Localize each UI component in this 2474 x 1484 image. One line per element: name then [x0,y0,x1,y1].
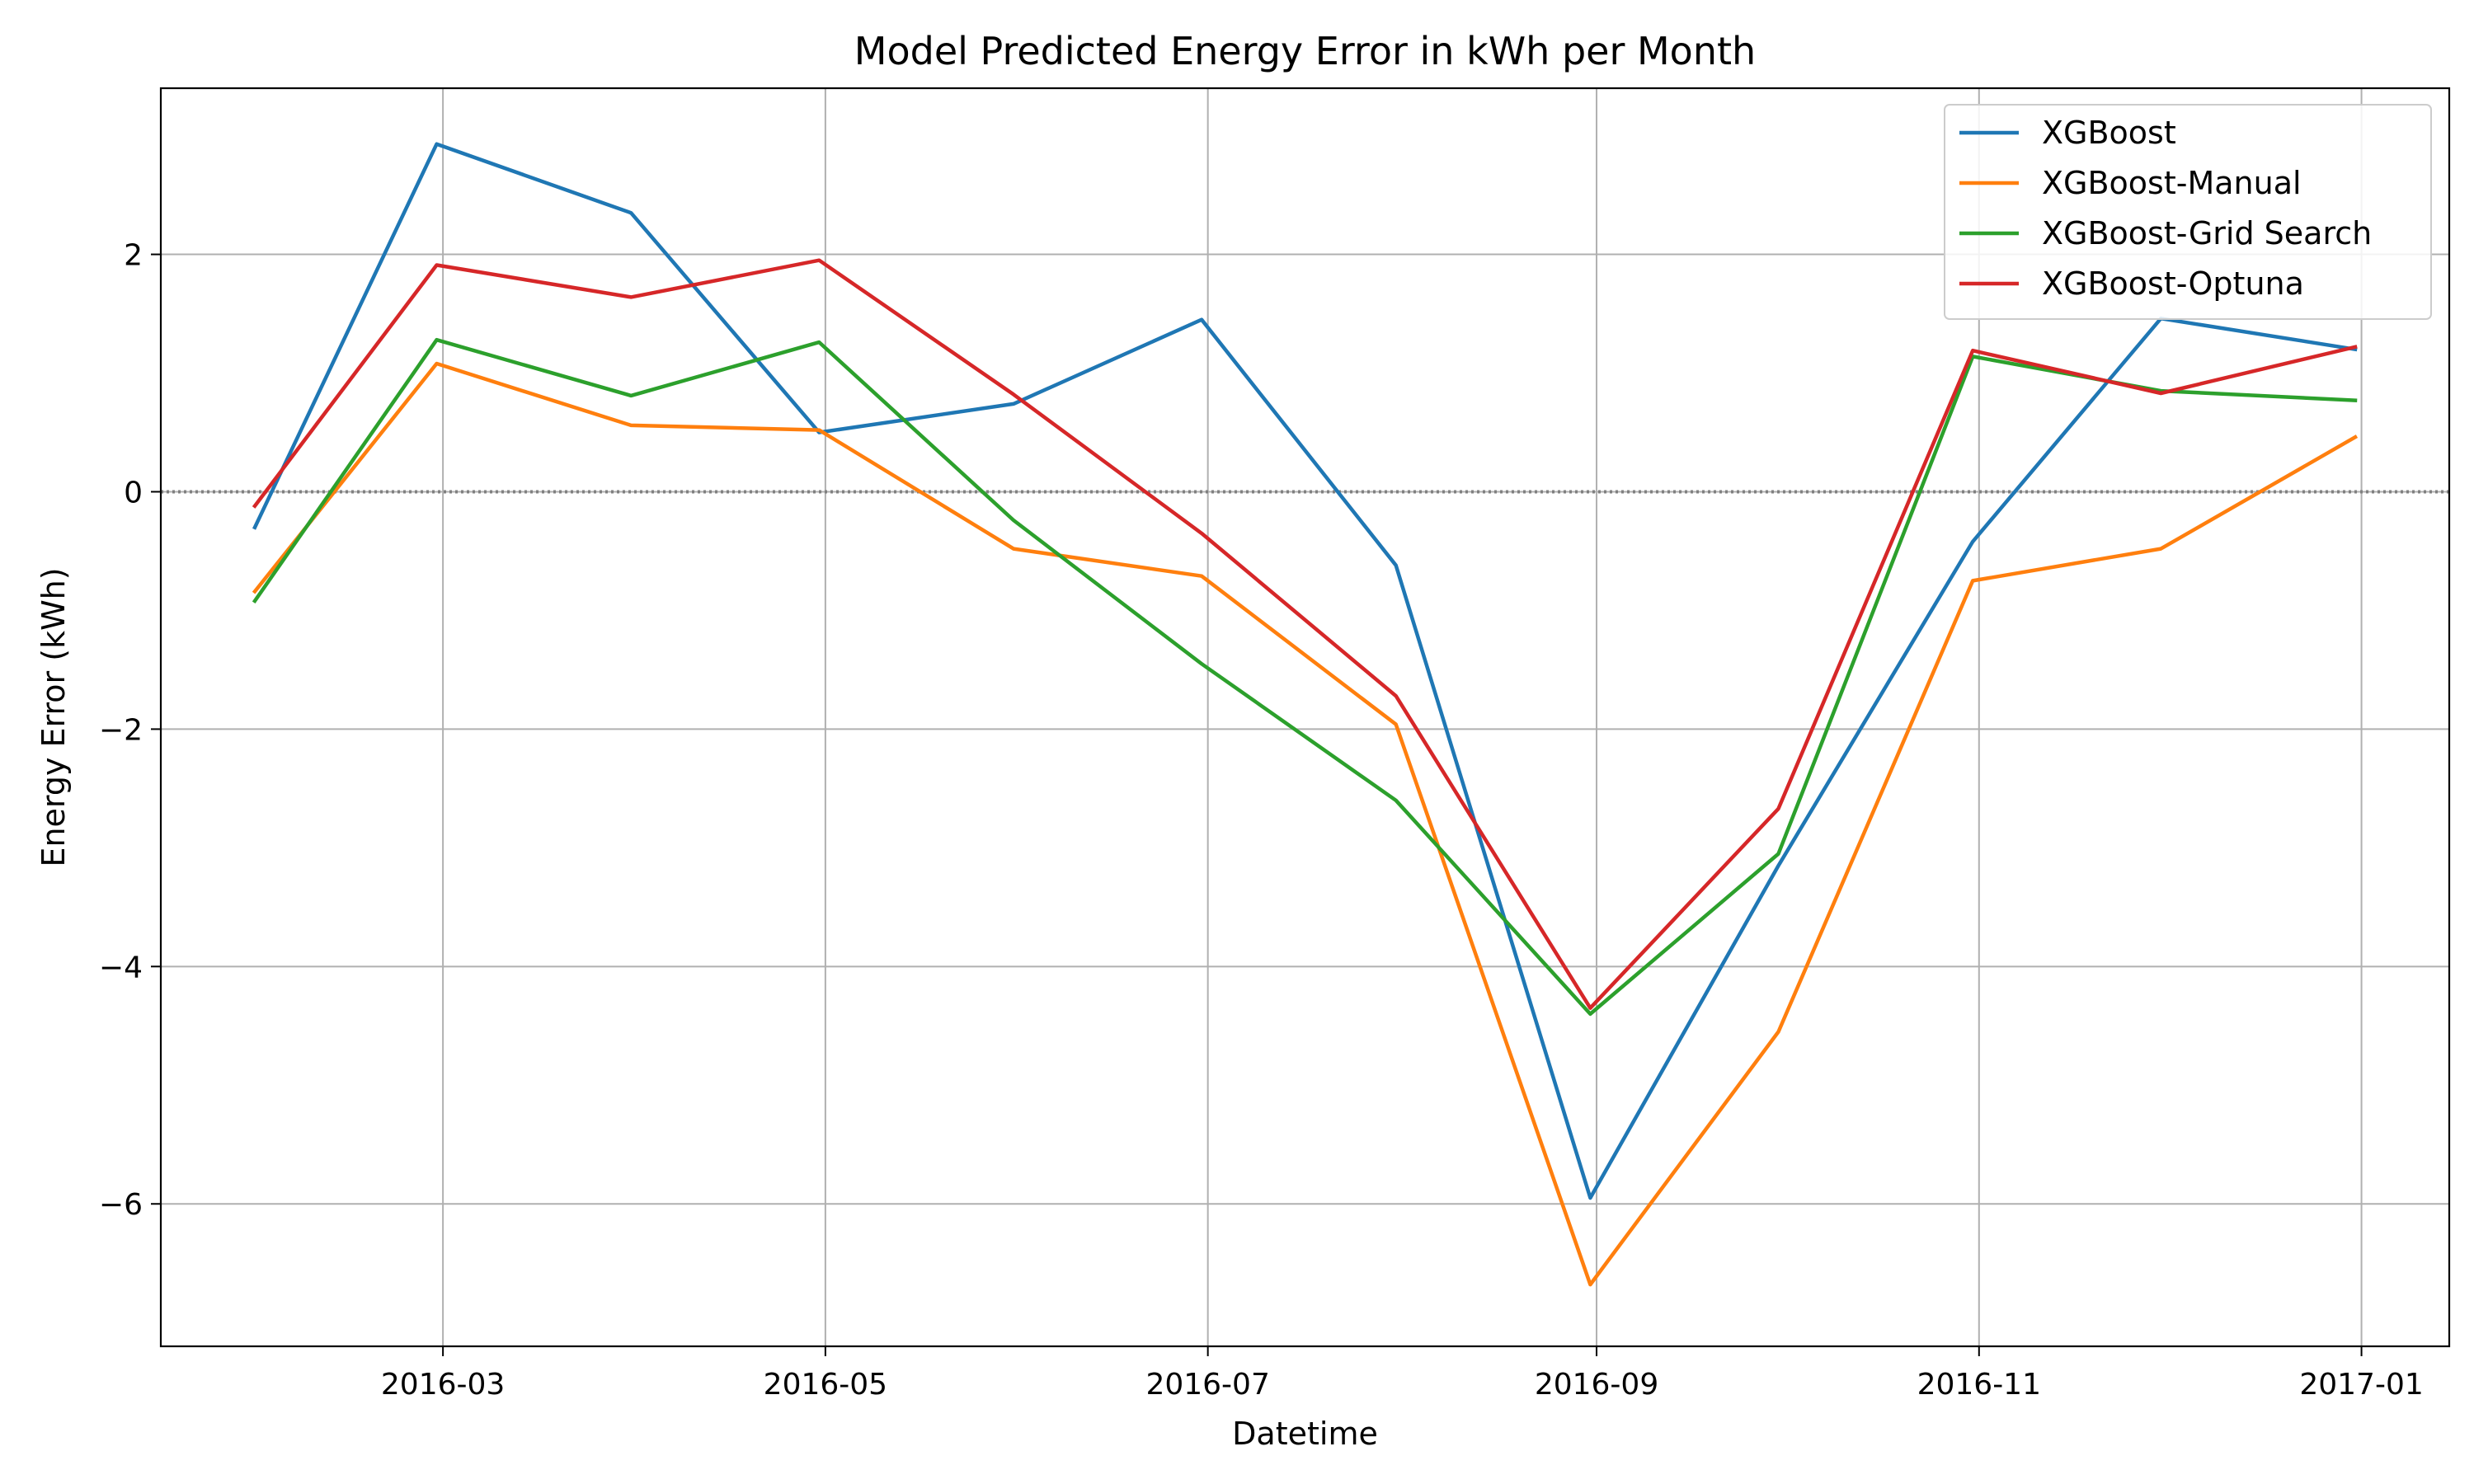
legend-label: XGBoost-Optuna [2042,265,2304,302]
legend: XGBoost XGBoost-Manual XGBoost-Grid Search… [1944,104,2432,320]
legend-label: XGBoost-Manual [2042,165,2302,201]
series-line-xgboost-manual [252,361,2359,1287]
y-tick-label: −4 [99,951,143,984]
series-line-xgboost-optuna [252,258,2358,1010]
y-tick-label: 0 [124,476,143,510]
legend-label: XGBoost [2042,115,2176,151]
legend-box [1944,104,2432,320]
y-tick-label: −6 [99,1188,143,1222]
y-tick-label: −2 [99,713,143,747]
x-tick-label: 2016-11 [1917,1368,2041,1402]
x-axis-ticks: 2016-03 2016-05 2016-07 2016-09 2016-11 2017-… [381,1346,2424,1402]
chart-title: Model Predicted Energy Error in kWh per … [854,29,1756,73]
x-tick-label: 2016-03 [381,1368,505,1402]
y-axis-ticks: 2 0 −2 −4 −6 [99,239,161,1222]
y-axis-label: Energy Error (kWh) [35,567,72,866]
series-line-xgboost-grid-search [252,337,2358,1017]
series-lines [252,142,2359,1287]
legend-label: XGBoost-Grid Search [2042,215,2372,251]
plot-frame [159,87,2451,1348]
y-tick-label: 2 [124,239,143,273]
x-tick-label: 2017-01 [2299,1368,2423,1402]
x-tick-label: 2016-07 [1145,1368,1269,1402]
x-axis-label: Datetime [1232,1416,1378,1452]
series-line-xgboost [252,142,2358,1200]
x-tick-label: 2016-05 [764,1368,887,1402]
x-tick-label: 2016-09 [1535,1368,1658,1402]
